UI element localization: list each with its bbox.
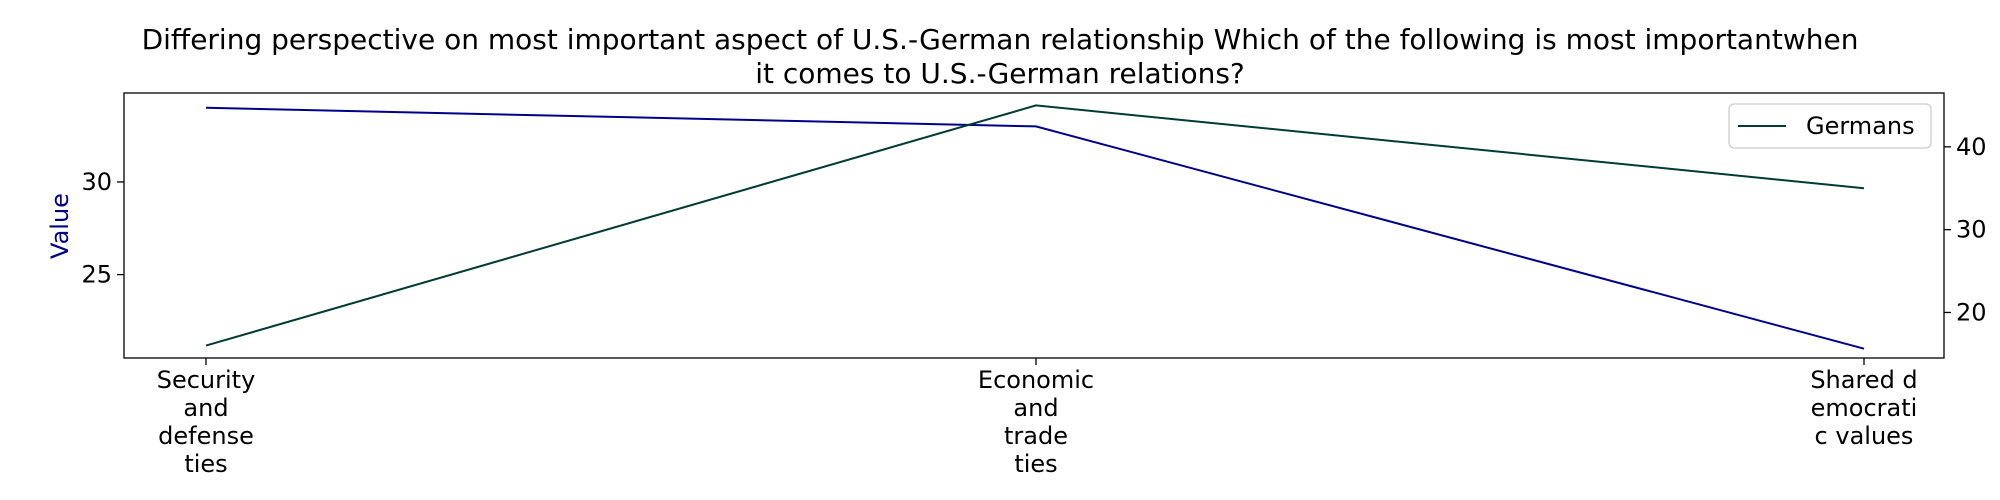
x-tick-label: and — [1013, 394, 1058, 422]
left-y-tick-label: 30 — [81, 168, 112, 196]
x-tick-label: trade — [1004, 422, 1068, 450]
x-axis: SecurityanddefensetiesEconomicandtradeti… — [157, 358, 1918, 478]
series-line-germans — [205, 104, 1865, 347]
x-tick-label: ties — [184, 450, 227, 478]
left-y-axis: 25 30 — [81, 168, 124, 289]
x-tick-label: Shared d — [1810, 366, 1917, 394]
chart-title: Differing perspective on most important … — [142, 23, 1859, 90]
legend-box — [1728, 103, 1932, 149]
x-tick-label: c values — [1815, 422, 1914, 450]
left-y-tick-label: 25 — [81, 261, 112, 289]
x-tick-label: ties — [1014, 450, 1057, 478]
chart-title-line-2: it comes to U.S.-German relations? — [755, 57, 1245, 90]
x-tick-label: and — [183, 394, 228, 422]
x-tick-label: defense — [158, 422, 254, 450]
plot-area — [123, 92, 1945, 359]
right-y-tick-label: 20 — [1956, 298, 1987, 326]
y-axis-label: Value — [46, 193, 74, 259]
x-tick-label: emocrati — [1811, 394, 1918, 422]
chart-title-line-1: Differing perspective on most important … — [142, 23, 1859, 56]
series-line-unnamed — [205, 106, 1865, 350]
right-y-axis: 20 30 40 — [1944, 133, 1987, 326]
legend-label-germans: Germans — [1806, 112, 1915, 140]
right-y-tick-label: 40 — [1956, 133, 1987, 161]
x-tick-label: Economic — [978, 366, 1094, 394]
legend: Germans — [1728, 103, 1932, 149]
x-tick-label: Security — [157, 366, 256, 394]
series-layer — [205, 104, 1865, 350]
right-y-tick-label: 30 — [1956, 216, 1987, 244]
